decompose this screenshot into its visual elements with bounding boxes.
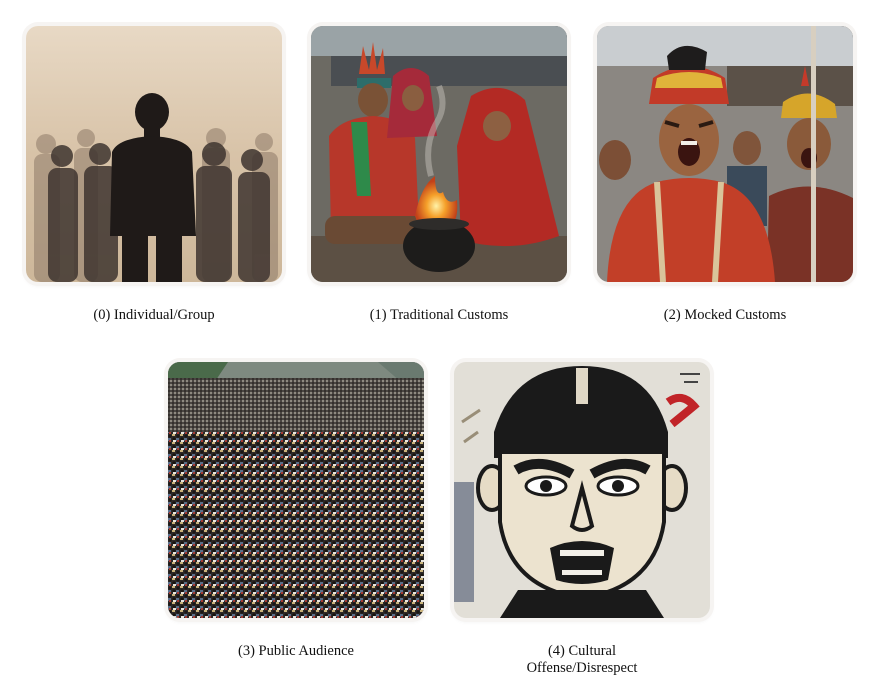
panel-traditional-customs xyxy=(311,26,567,282)
caption-text: (0) Individual/Group xyxy=(93,307,215,323)
panel-cultural-offense xyxy=(454,362,710,618)
caption-text-line1: (4) Cultural xyxy=(547,643,617,659)
silhouette-crowd-image xyxy=(26,26,282,282)
massive-crowd-image xyxy=(168,362,424,618)
caption-text: (3) Public Audience xyxy=(238,643,354,659)
caption-cultural-offense: (4) Cultural Offense/Disrespect xyxy=(454,643,710,677)
caption-text: (1) Traditional Customs xyxy=(369,307,509,323)
caption-individual-group: (0) Individual/Group xyxy=(26,307,282,324)
caption-mocked-customs: (2) Mocked Customs xyxy=(597,307,853,324)
caption-text-line2: Offense/Disrespect xyxy=(526,660,638,676)
panel-individual-group xyxy=(26,26,282,282)
panel-mocked-customs xyxy=(597,26,853,282)
fire-ritual-image xyxy=(311,26,567,282)
caption-text: (2) Mocked Customs xyxy=(663,307,787,323)
panel-public-audience xyxy=(168,362,424,618)
graffiti-angry-face-image xyxy=(454,362,710,618)
caption-traditional-customs: (1) Traditional Customs xyxy=(311,307,567,324)
caption-public-audience: (3) Public Audience xyxy=(168,643,424,660)
shouting-people-image xyxy=(597,26,853,282)
